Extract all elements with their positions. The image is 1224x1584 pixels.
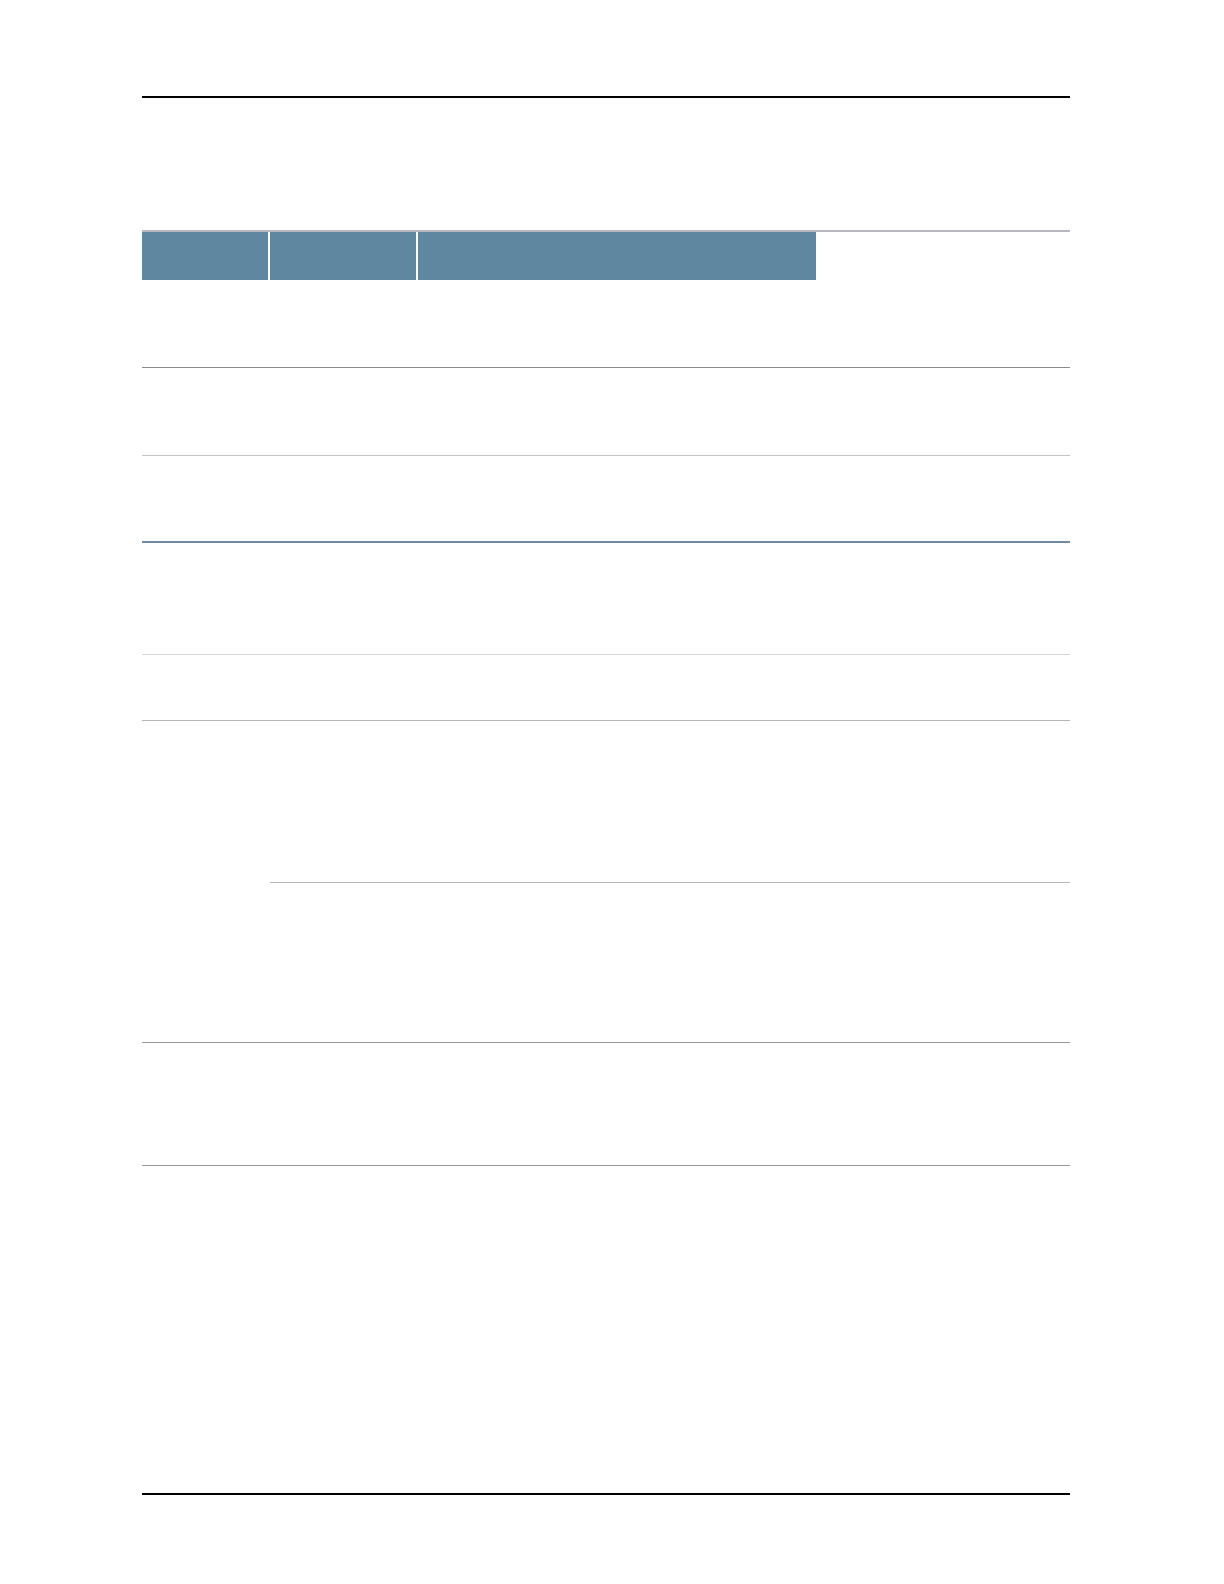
table-header-cell xyxy=(418,232,816,280)
page-header-rule xyxy=(142,96,1070,98)
table-header-cell xyxy=(270,232,416,280)
page-footer-rule xyxy=(142,1493,1070,1495)
table-top-border xyxy=(142,230,1070,232)
row-divider xyxy=(142,720,1070,721)
row-divider xyxy=(142,1165,1070,1166)
sub-row-divider xyxy=(270,882,1070,883)
table-header-cell xyxy=(142,232,268,280)
row-divider xyxy=(142,455,1070,456)
row-divider xyxy=(142,367,1070,368)
row-divider xyxy=(142,654,1070,655)
row-divider xyxy=(142,1042,1070,1043)
section-divider xyxy=(142,541,1070,543)
